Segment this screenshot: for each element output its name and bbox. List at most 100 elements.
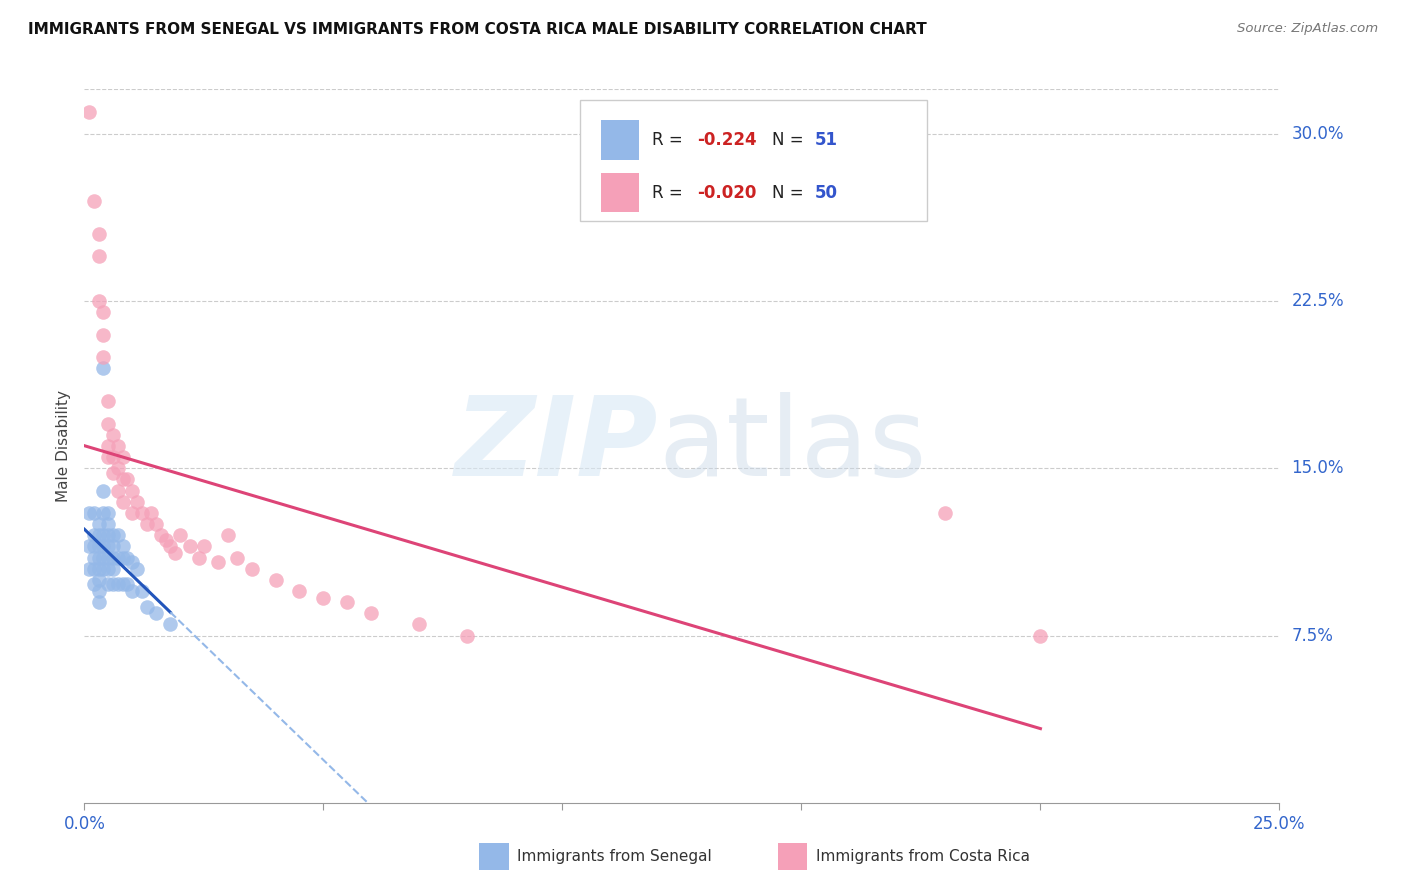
Point bbox=[193, 539, 215, 553]
Point bbox=[97, 577, 120, 591]
Point bbox=[101, 577, 124, 591]
Point bbox=[97, 439, 120, 453]
Point bbox=[87, 528, 110, 542]
Point bbox=[408, 617, 430, 632]
Point bbox=[107, 577, 129, 591]
Bar bbox=[478, 843, 509, 870]
Point bbox=[101, 562, 124, 576]
Point bbox=[93, 528, 115, 542]
Point bbox=[87, 227, 110, 241]
Point bbox=[207, 555, 229, 569]
Point bbox=[97, 450, 120, 465]
Point bbox=[93, 360, 115, 375]
Point bbox=[87, 573, 110, 587]
Point bbox=[169, 528, 191, 542]
Point bbox=[93, 483, 115, 498]
Point bbox=[93, 305, 115, 319]
Point bbox=[97, 550, 120, 565]
Point bbox=[83, 528, 105, 542]
Point bbox=[83, 550, 105, 565]
Point bbox=[135, 517, 157, 532]
Point bbox=[1029, 628, 1052, 642]
Point bbox=[117, 577, 139, 591]
Point bbox=[159, 539, 181, 553]
Point bbox=[125, 562, 148, 576]
Text: 51: 51 bbox=[814, 131, 838, 149]
Point bbox=[264, 573, 287, 587]
Point bbox=[101, 450, 124, 465]
Point bbox=[87, 249, 110, 264]
Point bbox=[131, 583, 153, 598]
Point bbox=[121, 506, 143, 520]
Point bbox=[101, 539, 124, 553]
Point bbox=[77, 104, 100, 119]
Point bbox=[141, 506, 163, 520]
Point bbox=[188, 550, 211, 565]
Point bbox=[934, 506, 956, 520]
Point bbox=[360, 607, 382, 621]
Point bbox=[217, 528, 239, 542]
Point bbox=[240, 562, 263, 576]
Point bbox=[107, 461, 129, 475]
Point bbox=[165, 546, 187, 560]
Text: ZIP: ZIP bbox=[454, 392, 658, 500]
Point bbox=[121, 583, 143, 598]
Point bbox=[117, 473, 139, 487]
Point bbox=[135, 599, 157, 614]
Text: Immigrants from Costa Rica: Immigrants from Costa Rica bbox=[815, 849, 1029, 863]
Point bbox=[145, 517, 167, 532]
Point bbox=[312, 591, 335, 605]
Point bbox=[107, 550, 129, 565]
Text: Immigrants from Senegal: Immigrants from Senegal bbox=[517, 849, 711, 863]
Point bbox=[456, 628, 478, 642]
Point bbox=[111, 473, 134, 487]
Point bbox=[93, 562, 115, 576]
Point bbox=[87, 562, 110, 576]
Point bbox=[97, 539, 120, 553]
Point bbox=[97, 562, 120, 576]
Point bbox=[87, 517, 110, 532]
Point bbox=[131, 506, 153, 520]
Point bbox=[145, 607, 167, 621]
Point bbox=[83, 539, 105, 553]
Point bbox=[111, 550, 134, 565]
Point bbox=[111, 577, 134, 591]
Point bbox=[107, 483, 129, 498]
Point bbox=[107, 439, 129, 453]
Point bbox=[107, 528, 129, 542]
Text: -0.224: -0.224 bbox=[697, 131, 756, 149]
Text: atlas: atlas bbox=[658, 392, 927, 500]
Point bbox=[83, 577, 105, 591]
Point bbox=[97, 517, 120, 532]
Text: 7.5%: 7.5% bbox=[1291, 626, 1333, 645]
Point bbox=[93, 550, 115, 565]
Point bbox=[336, 595, 359, 609]
Point bbox=[77, 562, 100, 576]
Bar bbox=[778, 843, 807, 870]
Point bbox=[226, 550, 249, 565]
Point bbox=[83, 194, 105, 208]
Point bbox=[93, 327, 115, 342]
Point bbox=[97, 528, 120, 542]
Point bbox=[93, 350, 115, 364]
Text: N =: N = bbox=[772, 131, 808, 149]
Point bbox=[83, 562, 105, 576]
Point bbox=[111, 494, 134, 508]
Text: 30.0%: 30.0% bbox=[1291, 125, 1344, 143]
Point bbox=[93, 539, 115, 553]
Point bbox=[155, 533, 177, 547]
Point bbox=[179, 539, 201, 553]
Text: 15.0%: 15.0% bbox=[1291, 459, 1344, 477]
Text: -0.020: -0.020 bbox=[697, 184, 756, 202]
FancyBboxPatch shape bbox=[581, 100, 927, 221]
Point bbox=[97, 394, 120, 409]
Text: IMMIGRANTS FROM SENEGAL VS IMMIGRANTS FROM COSTA RICA MALE DISABILITY CORRELATIO: IMMIGRANTS FROM SENEGAL VS IMMIGRANTS FR… bbox=[28, 22, 927, 37]
Point bbox=[159, 617, 181, 632]
Point bbox=[111, 450, 134, 465]
Point bbox=[111, 539, 134, 553]
Point bbox=[149, 528, 172, 542]
Point bbox=[77, 506, 100, 520]
Point bbox=[87, 539, 110, 553]
Point bbox=[101, 528, 124, 542]
Point bbox=[121, 483, 143, 498]
